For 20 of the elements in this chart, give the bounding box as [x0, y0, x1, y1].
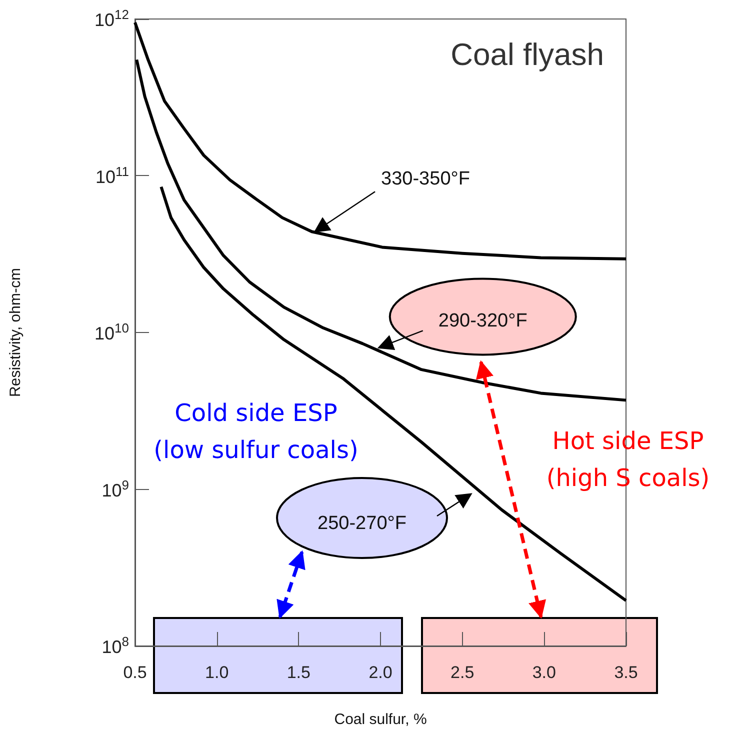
x-tick-label: 3.5 — [614, 663, 638, 682]
x-axis-title: Coal sulfur, % — [334, 711, 427, 728]
annotation: 290-320°F — [438, 310, 528, 332]
x-tick-label: 1.5 — [286, 663, 310, 682]
y-tick-label: 10$^{8}$ — [102, 634, 129, 657]
x-tick-label: 0.5 — [123, 663, 147, 682]
y-tick-label: 10$^{9}$ — [102, 476, 129, 500]
x-tick-label: 2.5 — [450, 663, 474, 682]
y-axis-title: Resistivity, ohm-cm — [7, 268, 24, 397]
x-tick-label: 2.0 — [368, 663, 392, 682]
x-tick-label: 3.0 — [532, 663, 556, 682]
text: Coal flyash — [450, 37, 604, 72]
annotation: 330-350°F — [381, 168, 470, 190]
y-tick-label: 10$^{11}$ — [95, 163, 129, 187]
annotation: Cold side ESP (low sulfur coals) — [154, 399, 358, 464]
y-tick-label: 10$^{12}$ — [94, 6, 129, 30]
y-tick-label: 10$^{10}$ — [94, 320, 129, 344]
annotation: 250-270°F — [318, 513, 406, 534]
line-series — [134, 20, 628, 260]
x-tick-label: 1.0 — [205, 663, 229, 682]
